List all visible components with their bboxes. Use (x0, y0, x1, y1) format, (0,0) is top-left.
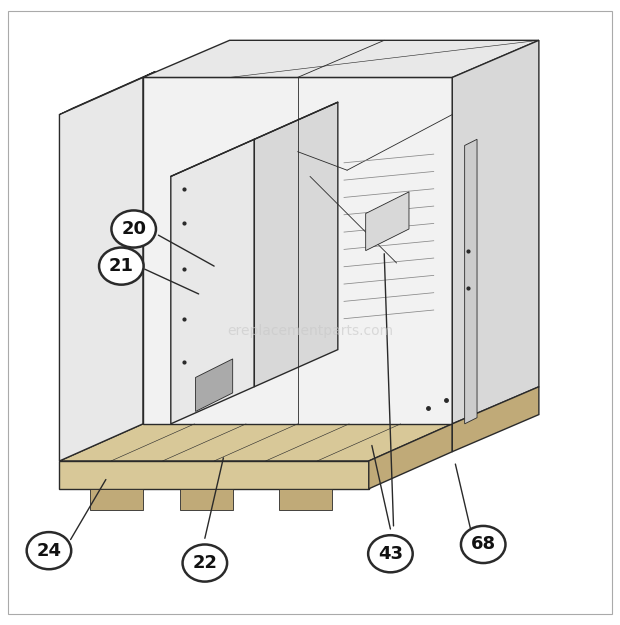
Text: ereplacementparts.com: ereplacementparts.com (227, 324, 393, 338)
Polygon shape (143, 40, 539, 78)
Polygon shape (60, 71, 156, 114)
Text: 68: 68 (471, 536, 496, 554)
Text: 21: 21 (109, 257, 134, 275)
Ellipse shape (461, 526, 505, 563)
Polygon shape (195, 359, 232, 411)
Polygon shape (279, 489, 332, 511)
Ellipse shape (99, 248, 144, 284)
Text: 22: 22 (192, 554, 218, 572)
Polygon shape (60, 461, 369, 489)
Ellipse shape (182, 544, 227, 582)
Polygon shape (464, 139, 477, 424)
Text: 20: 20 (121, 220, 146, 238)
Ellipse shape (368, 535, 413, 572)
Ellipse shape (27, 532, 71, 569)
Text: 43: 43 (378, 545, 403, 562)
Ellipse shape (112, 211, 156, 248)
Polygon shape (366, 192, 409, 251)
Polygon shape (143, 78, 452, 424)
Polygon shape (91, 489, 143, 511)
Polygon shape (180, 489, 232, 511)
Polygon shape (171, 139, 254, 424)
Polygon shape (452, 387, 539, 452)
Polygon shape (60, 78, 143, 461)
Polygon shape (452, 40, 539, 424)
Polygon shape (60, 424, 452, 461)
Text: 24: 24 (37, 542, 61, 559)
Polygon shape (254, 102, 338, 387)
Polygon shape (369, 424, 452, 489)
